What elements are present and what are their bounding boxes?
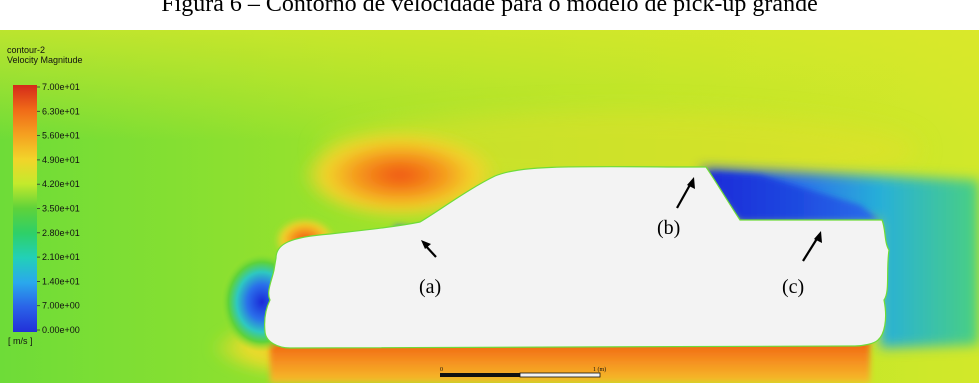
velocity-legend: contour-2 Velocity Magnitude 7.00e+01 6.3…	[7, 45, 83, 346]
callout-b-label: (b)	[657, 217, 680, 239]
callout-b-arrow	[676, 182, 692, 209]
callout-a-arrowhead	[421, 240, 431, 249]
callout-c-arrow	[802, 236, 819, 262]
legend-tick-labels: 7.00e+01 6.30e+01 5.60e+01 4.90e+01 4.20e+01…	[37, 82, 80, 335]
callout-b: (b)	[657, 177, 695, 239]
legend-color-bar	[13, 85, 37, 332]
scale-bar: 0 1 (m)	[440, 366, 606, 378]
callout-c-label: (c)	[782, 276, 804, 298]
bed-recirculation-zone	[706, 172, 880, 220]
legend-tick-label: 3.50e+01	[42, 204, 80, 214]
legend-tick-label: 4.20e+01	[42, 179, 80, 189]
legend-tick-label: 7.00e+00	[42, 301, 80, 311]
legend-tick-label: 2.80e+01	[42, 228, 80, 238]
figure-caption: Figura 6 – Contorno de velocidade para o…	[0, 0, 979, 30]
legend-tick-label: 1.40e+01	[42, 276, 80, 286]
pickup-vehicle-body	[264, 165, 890, 349]
scale-bar-start: 0	[440, 367, 443, 373]
legend-tick-label: 0.00e+00	[42, 325, 80, 335]
legend-title: contour-2	[7, 45, 45, 55]
caption-text: Figura 6 – Contorno de velocidade para o…	[161, 0, 818, 17]
callout-a: (a)	[419, 240, 441, 298]
velocity-contour-figure: 0 1 (m) contour-2 Velocity Magnitude 7.0…	[0, 30, 979, 383]
legend-tick-label: 4.90e+01	[42, 155, 80, 165]
scale-bar-end: 1 (m)	[593, 366, 606, 373]
callout-c: (c)	[782, 231, 822, 298]
legend-tick-label: 2.10e+01	[42, 252, 80, 262]
contour-plot: 0 1 (m) contour-2 Velocity Magnitude 7.0…	[0, 30, 979, 383]
legend-subtitle: Velocity Magnitude	[7, 55, 83, 65]
hood-acceleration-region	[300, 130, 500, 220]
callout-c-arrowhead	[814, 231, 822, 243]
legend-tick-label: 5.60e+01	[42, 131, 80, 141]
legend-tick-label: 7.00e+01	[42, 82, 80, 92]
scale-bar-segment-dark	[440, 373, 520, 377]
legend-tick-label: 6.30e+01	[42, 106, 80, 116]
legend-unit: [ m/s ]	[8, 336, 33, 346]
callout-b-arrowhead	[687, 177, 695, 189]
scale-bar-segment-light	[519, 372, 601, 378]
callout-a-label: (a)	[419, 276, 441, 298]
